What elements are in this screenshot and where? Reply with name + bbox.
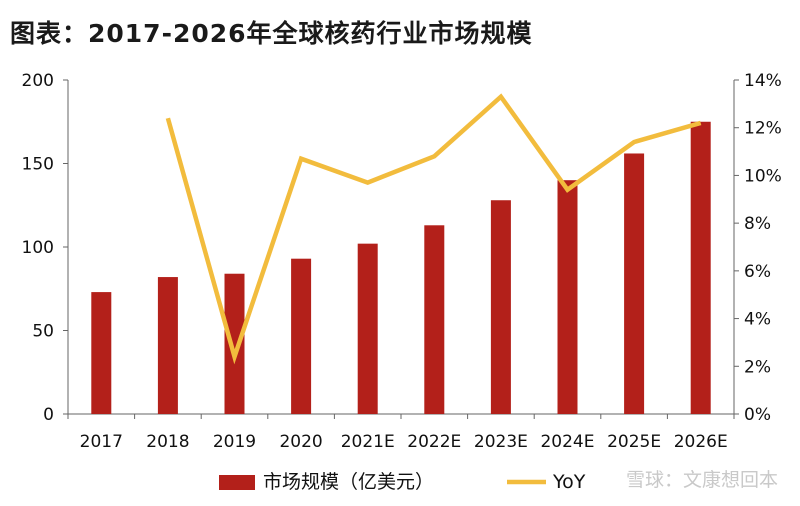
bar bbox=[690, 121, 711, 414]
left-tick-label: 200 bbox=[22, 71, 54, 91]
bar bbox=[424, 225, 445, 414]
right-tick-label: 14% bbox=[744, 71, 782, 91]
left-tick-label: 0 bbox=[43, 405, 54, 425]
right-tick-label: 12% bbox=[744, 119, 782, 139]
left-tick-label: 150 bbox=[22, 155, 54, 175]
bar bbox=[490, 200, 511, 414]
bar bbox=[357, 243, 378, 414]
x-tick-label: 2025E bbox=[607, 432, 661, 452]
right-tick-label: 2% bbox=[744, 357, 771, 377]
right-tick-label: 6% bbox=[744, 262, 771, 282]
legend-swatch-bar bbox=[219, 475, 255, 490]
bar bbox=[224, 273, 245, 414]
bar bbox=[557, 180, 578, 414]
bar bbox=[91, 292, 112, 414]
right-tick-label: 8% bbox=[744, 214, 771, 234]
line-series bbox=[165, 93, 702, 365]
x-tick-label: 2020 bbox=[279, 432, 322, 452]
right-tick-label: 4% bbox=[744, 310, 771, 330]
right-tick-label: 10% bbox=[744, 166, 782, 186]
x-tick-label: 2026E bbox=[674, 432, 728, 452]
bar bbox=[157, 277, 178, 414]
x-tick-label: 2021E bbox=[341, 432, 395, 452]
x-tick-label: 2022E bbox=[407, 432, 461, 452]
yoy-line bbox=[165, 93, 702, 365]
page-title: 图表：2017-2026年全球核药行业市场规模 bbox=[10, 19, 533, 48]
legend: 市场规模（亿美元） YoY bbox=[219, 471, 586, 493]
x-tick-label: 2019 bbox=[213, 432, 256, 452]
left-tick-label: 50 bbox=[32, 322, 54, 342]
x-tick-label: 2024E bbox=[540, 432, 594, 452]
bar-series bbox=[91, 121, 711, 415]
legend-label-yoy: YoY bbox=[552, 471, 586, 493]
x-tick-label: 2023E bbox=[474, 432, 528, 452]
bar bbox=[624, 153, 645, 415]
x-tick-label: 2017 bbox=[80, 432, 123, 452]
axes: 0 50 100 150 200 0% 2% 4% 6% 8% 10% 12% 14% 2017 2018 2… bbox=[22, 71, 782, 452]
watermark: 雪球：文康想回本 bbox=[625, 469, 778, 491]
legend-label-market-size: 市场规模（亿美元） bbox=[263, 471, 434, 493]
bar bbox=[291, 258, 312, 414]
x-tick-label: 2018 bbox=[146, 432, 189, 452]
left-tick-label: 100 bbox=[22, 238, 54, 258]
right-tick-label: 0% bbox=[744, 405, 771, 425]
